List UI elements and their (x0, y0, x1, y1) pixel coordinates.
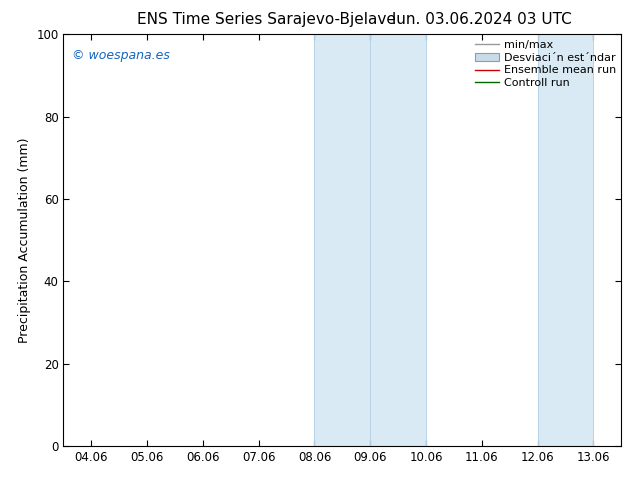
Bar (314, 34, 426, 446)
Text: lun. 03.06.2024 03 UTC: lun. 03.06.2024 03 UTC (392, 12, 572, 27)
Bar (538, 34, 593, 446)
Legend: min/max, Desviaci´n est´ndar, Ensemble mean run, Controll run: min/max, Desviaci´n est´ndar, Ensemble m… (472, 38, 618, 91)
Text: ENS Time Series Sarajevo-Bjelave: ENS Time Series Sarajevo-Bjelave (137, 12, 396, 27)
Text: © woespana.es: © woespana.es (72, 49, 170, 62)
Y-axis label: Precipitation Accumulation (mm): Precipitation Accumulation (mm) (18, 137, 30, 343)
